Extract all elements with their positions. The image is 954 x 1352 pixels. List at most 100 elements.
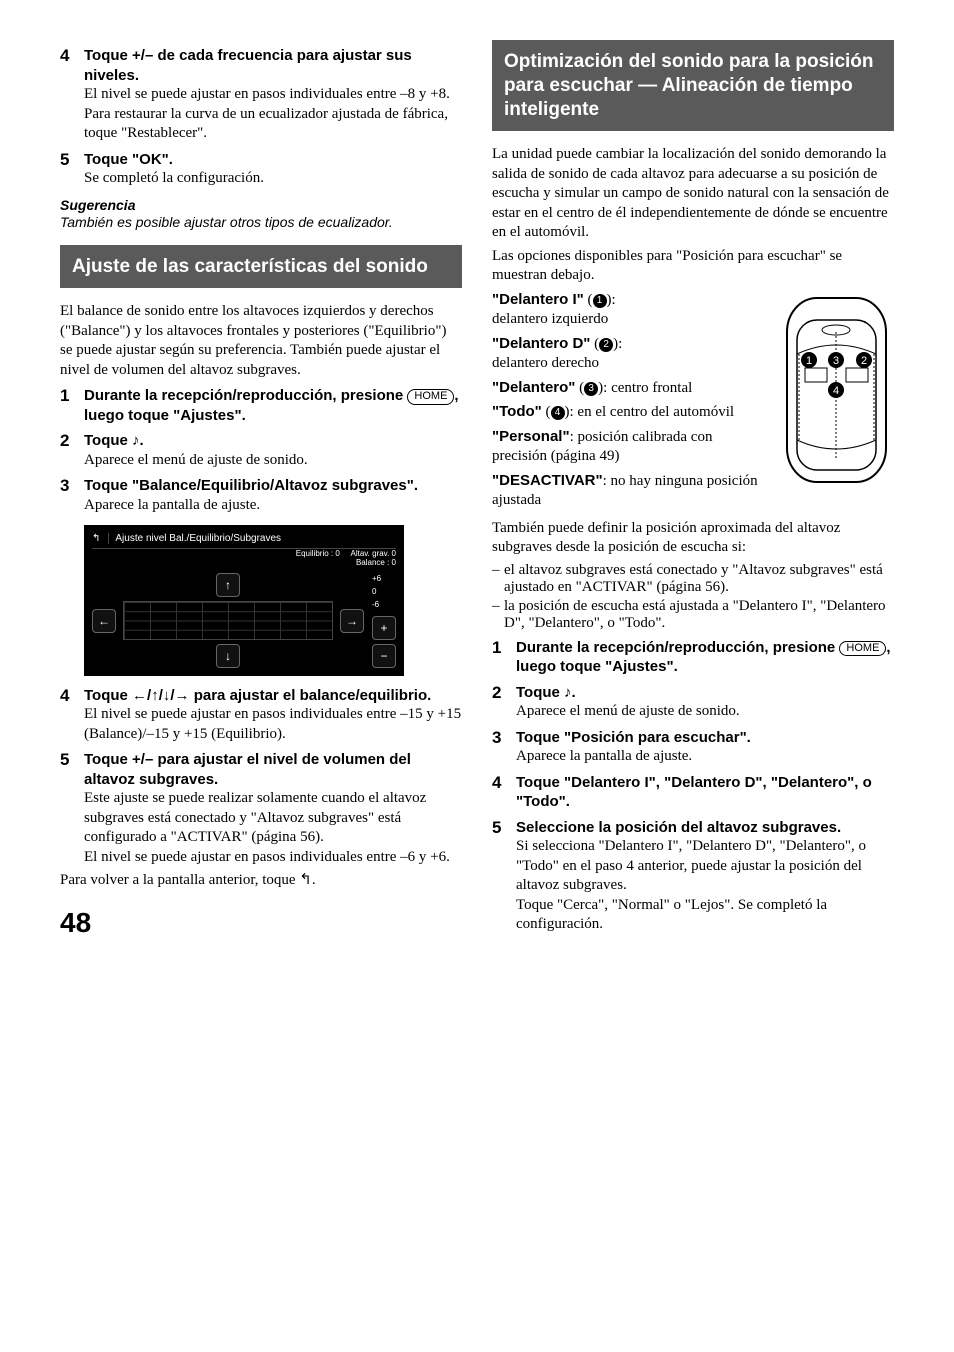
r-para2: También puede definir la posición aproxi… [492,519,894,558]
step-number: 4 [60,46,84,66]
d1-term: "Delantero I" [492,291,584,308]
step-number: 5 [492,818,516,838]
c-step-1: 1 Durante la recepción/reproducción, pre… [492,638,894,677]
b-step3-desc: Aparece la pantalla de ajuste. [84,496,462,516]
step-number: 1 [60,386,84,406]
b-step2-title: Toque ♪. [84,431,462,451]
d1-def: delantero izquierdo [492,311,608,327]
svg-text:1: 1 [806,355,812,367]
step5-title: Toque "OK". [84,150,462,170]
eq-val: 0 [335,549,339,558]
b-step-3: 3 Toque "Balance/Equilibrio/Altavoz subg… [60,476,462,515]
shot-title-text: Ajuste nivel Bal./Equilibrio/Subgraves [108,533,281,544]
b-step5-title: Toque +/– para ajustar el nivel de volum… [84,750,462,789]
footer-a: Para volver a la pantalla anterior, toqu… [60,872,299,888]
dash2-text: la posición de escucha está ajustada a "… [504,598,894,632]
r-intro1: La unidad puede cambiar la localización … [492,145,894,243]
dash-2: –la posición de escucha está ajustada a … [492,598,894,632]
marker-4-icon: 4 [551,406,565,420]
c-step4-title: Toque "Delantero I", "Delantero D", "Del… [516,773,894,812]
c-step3-title: Toque "Posición para escuchar". [516,728,894,748]
c-step3-desc: Aparece la pantalla de ajuste. [516,747,894,767]
c-step5-title: Seleccione la posición del altavoz subgr… [516,818,894,838]
balance-screenshot: ↰ Ajuste nivel Bal./Equilibrio/Subgraves… [84,525,404,675]
sub-val: 0 [392,549,396,558]
b-step-4: 4 Toque ←/↑/↓/→ para ajustar el balance/… [60,686,462,745]
step-4: 4 Toque +/– de cada frecuencia para ajus… [60,46,462,144]
b-step4-title: Toque ←/↑/↓/→ para ajustar el balance/eq… [84,686,462,706]
bal-val: 0 [392,558,396,567]
arrow-right-icon[interactable]: → [340,609,364,633]
step-number: 4 [492,773,516,793]
back-instruction: Para volver a la pantalla anterior, toqu… [60,871,462,891]
arrow-down-icon[interactable]: ↓ [216,644,240,668]
eq-label: Equilibrio : [296,549,333,558]
sub-label: Altav. grav. [350,549,389,558]
svg-text:4: 4 [833,385,839,397]
c-step2-desc: Aparece el menú de ajuste de sonido. [516,702,894,722]
c-step-3: 3 Toque "Posición para escuchar". Aparec… [492,728,894,767]
d3-def: : centro frontal [603,380,692,396]
c-step5-desc2: Toque "Cerca", "Normal" o "Lejos". Se co… [516,896,894,935]
arrow-up-icon[interactable]: ↑ [216,573,240,597]
sub-scale: +6 0 -6 [372,573,396,611]
back-arrow-icon: ↰ [299,872,312,888]
bal-label: Balance : [356,558,389,567]
step-number: 1 [492,638,516,658]
left-column: 4 Toque +/– de cada frecuencia para ajus… [60,40,462,939]
step4-desc1: El nivel se puede ajustar en pasos indiv… [84,85,462,105]
b-step1a: Durante la recepción/reproducción, presi… [84,387,407,404]
minus-icon[interactable]: − [372,644,396,668]
d4-term: "Todo" [492,403,542,420]
marker-3-icon: 3 [584,382,598,396]
home-button-icon: HOME [407,389,454,404]
intro-para: El balance de sonido entre los altavoces… [60,302,462,380]
home-button-icon: HOME [839,641,886,656]
plus-icon[interactable]: + [372,616,396,640]
c-step5-desc1: Si selecciona "Delantero I", "Delantero … [516,837,894,896]
step-number: 3 [492,728,516,748]
c-step-5: 5 Seleccione la posición del altavoz sub… [492,818,894,935]
section-banner-sound: Ajuste de las características del sonido [60,245,462,289]
page-number: 48 [60,907,462,939]
hint-title: Sugerencia [60,197,462,213]
b-step3-title: Toque "Balance/Equilibrio/Altavoz subgra… [84,476,462,496]
r-intro2: Las opciones disponibles para "Posición … [492,247,894,286]
step-number: 3 [60,476,84,496]
b-step4-desc: El nivel se puede ajustar en pasos indiv… [84,705,462,744]
step-number: 2 [60,431,84,451]
step4-title: Toque +/– de cada frecuencia para ajusta… [84,46,462,85]
step-number: 4 [60,686,84,706]
step-number: 5 [60,750,84,770]
marker-2-icon: 2 [599,338,613,352]
d4-def: : en el centro del automóvil [570,404,735,420]
d6-term: "DESACTIVAR" [492,472,603,489]
step-number: 5 [60,150,84,170]
d2-term: "Delantero D" [492,335,590,352]
b-step-5: 5 Toque +/– para ajustar el nivel de vol… [60,750,462,867]
step4-desc2: Para restaurar la curva de un ecualizado… [84,105,462,144]
dash-1: –el altavoz subgraves está conectado y "… [492,562,894,596]
c-step2-title: Toque ♪. [516,683,894,703]
step-5: 5 Toque "OK". Se completó la configuraci… [60,150,462,189]
b-step2-desc: Aparece el menú de ajuste de sonido. [84,451,462,471]
footer-b: . [312,872,316,888]
hint-body: También es posible ajustar otros tipos d… [60,213,462,231]
marker-1-icon: 1 [593,294,607,308]
arrow-left-icon[interactable]: ← [92,609,116,633]
dash1-text: el altavoz subgraves está conectado y "A… [504,562,894,596]
d5-term: "Personal" [492,428,570,445]
d2-def: delantero derecho [492,355,599,371]
right-column: Optimización del sonido para la posición… [492,40,894,939]
b-step-2: 2 Toque ♪. Aparece el menú de ajuste de … [60,431,462,470]
car-diagram: 1 2 3 4 [779,290,894,490]
d3-term: "Delantero" [492,379,575,396]
svg-text:3: 3 [833,355,839,367]
b-step5-desc2: El nivel se puede ajustar en pasos indiv… [84,848,462,868]
c-step-2: 2 Toque ♪. Aparece el menú de ajuste de … [492,683,894,722]
step5-desc: Se completó la configuración. [84,169,462,189]
section-banner-optimize: Optimización del sonido para la posición… [492,40,894,131]
b-step5-desc1: Este ajuste se puede realizar solamente … [84,789,462,848]
back-icon: ↰ [92,533,100,544]
c-step-4: 4 Toque "Delantero I", "Delantero D", "D… [492,773,894,812]
